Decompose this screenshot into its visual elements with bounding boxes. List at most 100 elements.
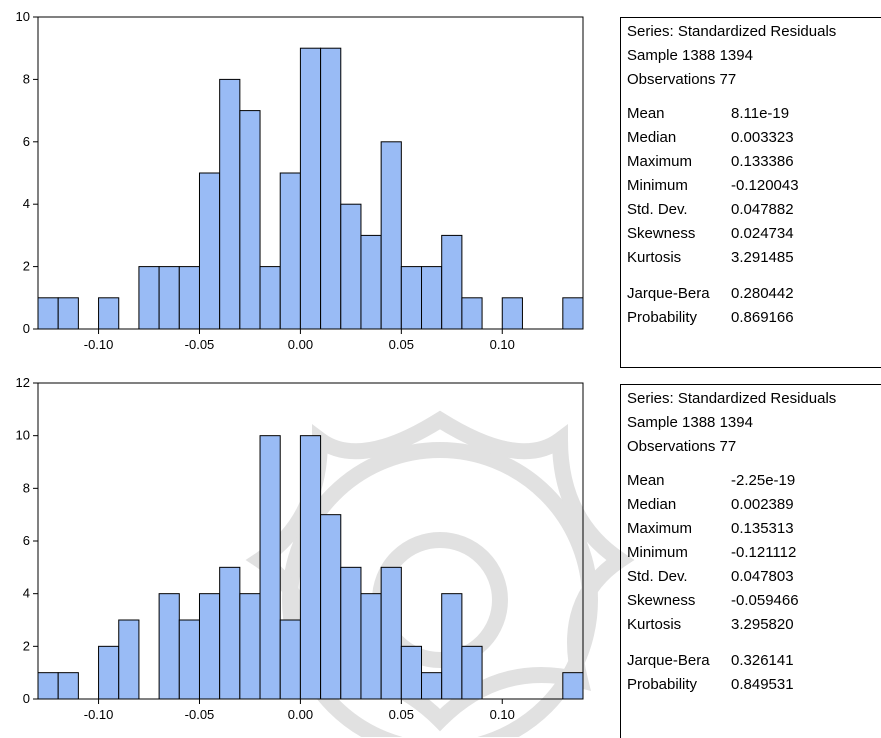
y-tick-label: 6	[23, 533, 30, 548]
histogram-bar	[320, 514, 342, 700]
stat-row: Kurtosis 3.291485	[627, 246, 799, 270]
stats-table: Mean -2.25e-19 Median 0.002389 Maximum 0.…	[627, 469, 799, 637]
histogram-bar	[380, 566, 402, 700]
stat-value: 0.135313	[731, 520, 794, 537]
stat-value: 0.869166	[731, 309, 794, 326]
stat-label: Probability	[627, 676, 698, 693]
stat-value: 0.280442	[731, 285, 794, 302]
stat-label: Maximum	[627, 153, 693, 170]
stat-label: Mean	[627, 105, 665, 122]
x-tick-label: 0.05	[389, 707, 414, 722]
x-tick-label: -0.05	[185, 337, 215, 352]
y-tick-label: 8	[23, 480, 30, 495]
stat-label: Kurtosis	[627, 249, 682, 266]
observations-count: Observations 77	[627, 71, 737, 88]
y-tick-label: 6	[23, 134, 30, 149]
histogram-bar	[98, 645, 120, 700]
histogram-bar	[340, 566, 362, 700]
y-tick-label: 4	[23, 586, 30, 601]
stat-row: Skewness -0.059466	[627, 589, 799, 613]
stat-label: Median	[627, 129, 677, 146]
histogram-bar	[57, 297, 79, 330]
stat-label: Median	[627, 496, 677, 513]
jarque-bera-table: Jarque-Bera 0.280442 Probability 0.86916…	[627, 282, 794, 330]
histogram-bar	[239, 110, 261, 330]
stat-label: Probability	[627, 309, 698, 326]
y-tick-label: 10	[16, 428, 30, 443]
histogram-bar	[279, 172, 301, 330]
stat-row: Median 0.002389	[627, 493, 799, 517]
stat-value: -0.121112	[731, 544, 797, 561]
x-tick-label: 0.05	[389, 337, 414, 352]
stat-row: Minimum -0.121112	[627, 541, 799, 565]
x-tick-label: 0.00	[288, 337, 313, 352]
histogram-bar	[441, 593, 463, 700]
stat-value: 0.849531	[731, 676, 794, 693]
stat-label: Skewness	[627, 592, 696, 609]
y-tick-label: 4	[23, 196, 30, 211]
stat-row: Jarque-Bera 0.280442	[627, 282, 794, 306]
stat-row: Kurtosis 3.295820	[627, 613, 799, 637]
histogram-bar	[340, 203, 362, 330]
stat-row: Maximum 0.135313	[627, 517, 799, 541]
stat-label: Minimum	[627, 177, 688, 194]
observations-count: Observations 77	[627, 438, 737, 455]
stats-table: Mean 8.11e-19 Median 0.003323 Maximum 0.1…	[627, 102, 799, 270]
stat-value: 0.047803	[731, 568, 794, 585]
histogram-bar	[461, 645, 483, 700]
histogram-bar	[198, 593, 221, 700]
histogram-bar	[259, 435, 281, 700]
stat-label: Mean	[627, 472, 665, 489]
histogram-bar	[461, 297, 483, 330]
stats-panel-bottom: Series: Standardized Residuals Sample 13…	[620, 384, 881, 738]
x-tick-label: -0.10	[84, 707, 114, 722]
sample-range: Sample 1388 1394	[627, 47, 753, 64]
histogram-bar	[562, 672, 584, 700]
histogram-bar	[37, 672, 59, 700]
histogram-bar	[400, 645, 423, 700]
series-title: Series: Standardized Residuals	[627, 23, 837, 40]
histogram-bar	[178, 619, 200, 700]
stat-row: Minimum -0.120043	[627, 174, 799, 198]
histogram-bar	[138, 266, 160, 330]
histogram-bar	[178, 266, 200, 330]
stat-row: Mean 8.11e-19	[627, 102, 799, 126]
y-tick-label: 0	[23, 321, 30, 336]
y-tick-label: 2	[23, 259, 30, 274]
stat-value: -0.059466	[731, 592, 799, 609]
histogram-bar	[57, 672, 79, 700]
stat-value: 0.326141	[731, 652, 794, 669]
histogram-bar	[360, 234, 382, 330]
stat-label: Maximum	[627, 520, 693, 537]
x-tick-label: -0.10	[84, 337, 114, 352]
stat-value: 0.133386	[731, 153, 794, 170]
stat-label: Kurtosis	[627, 616, 682, 633]
histogram-bar	[421, 266, 443, 330]
stat-row: Jarque-Bera 0.326141	[627, 649, 794, 673]
y-tick-label: 10	[16, 9, 30, 24]
histogram-bar	[360, 593, 382, 700]
histogram-bar	[98, 297, 120, 330]
stat-value: 3.295820	[731, 616, 794, 633]
stat-value: 0.024734	[731, 225, 794, 242]
histogram-bar	[158, 266, 180, 330]
histogram-bar	[279, 619, 301, 700]
stat-row: Std. Dev. 0.047882	[627, 198, 799, 222]
x-tick-label: 0.10	[490, 337, 515, 352]
stat-label: Jarque-Bera	[627, 285, 710, 302]
stat-label: Minimum	[627, 544, 688, 561]
sample-range: Sample 1388 1394	[627, 414, 753, 431]
histogram-bar	[501, 297, 523, 330]
histogram-bar	[562, 297, 584, 330]
stat-value: 0.047882	[731, 201, 794, 218]
y-tick-label: 0	[23, 691, 30, 706]
histogram-bar	[299, 47, 322, 330]
x-tick-label: 0.00	[288, 707, 313, 722]
histogram-bar	[400, 266, 423, 330]
stat-value: -2.25e-19	[731, 472, 796, 489]
histogram-bar	[118, 619, 140, 700]
x-tick-label: 0.10	[490, 707, 515, 722]
histogram-bar	[299, 435, 322, 700]
stats-panel-top: Series: Standardized Residuals Sample 13…	[620, 17, 881, 368]
y-tick-label: 2	[23, 638, 30, 653]
